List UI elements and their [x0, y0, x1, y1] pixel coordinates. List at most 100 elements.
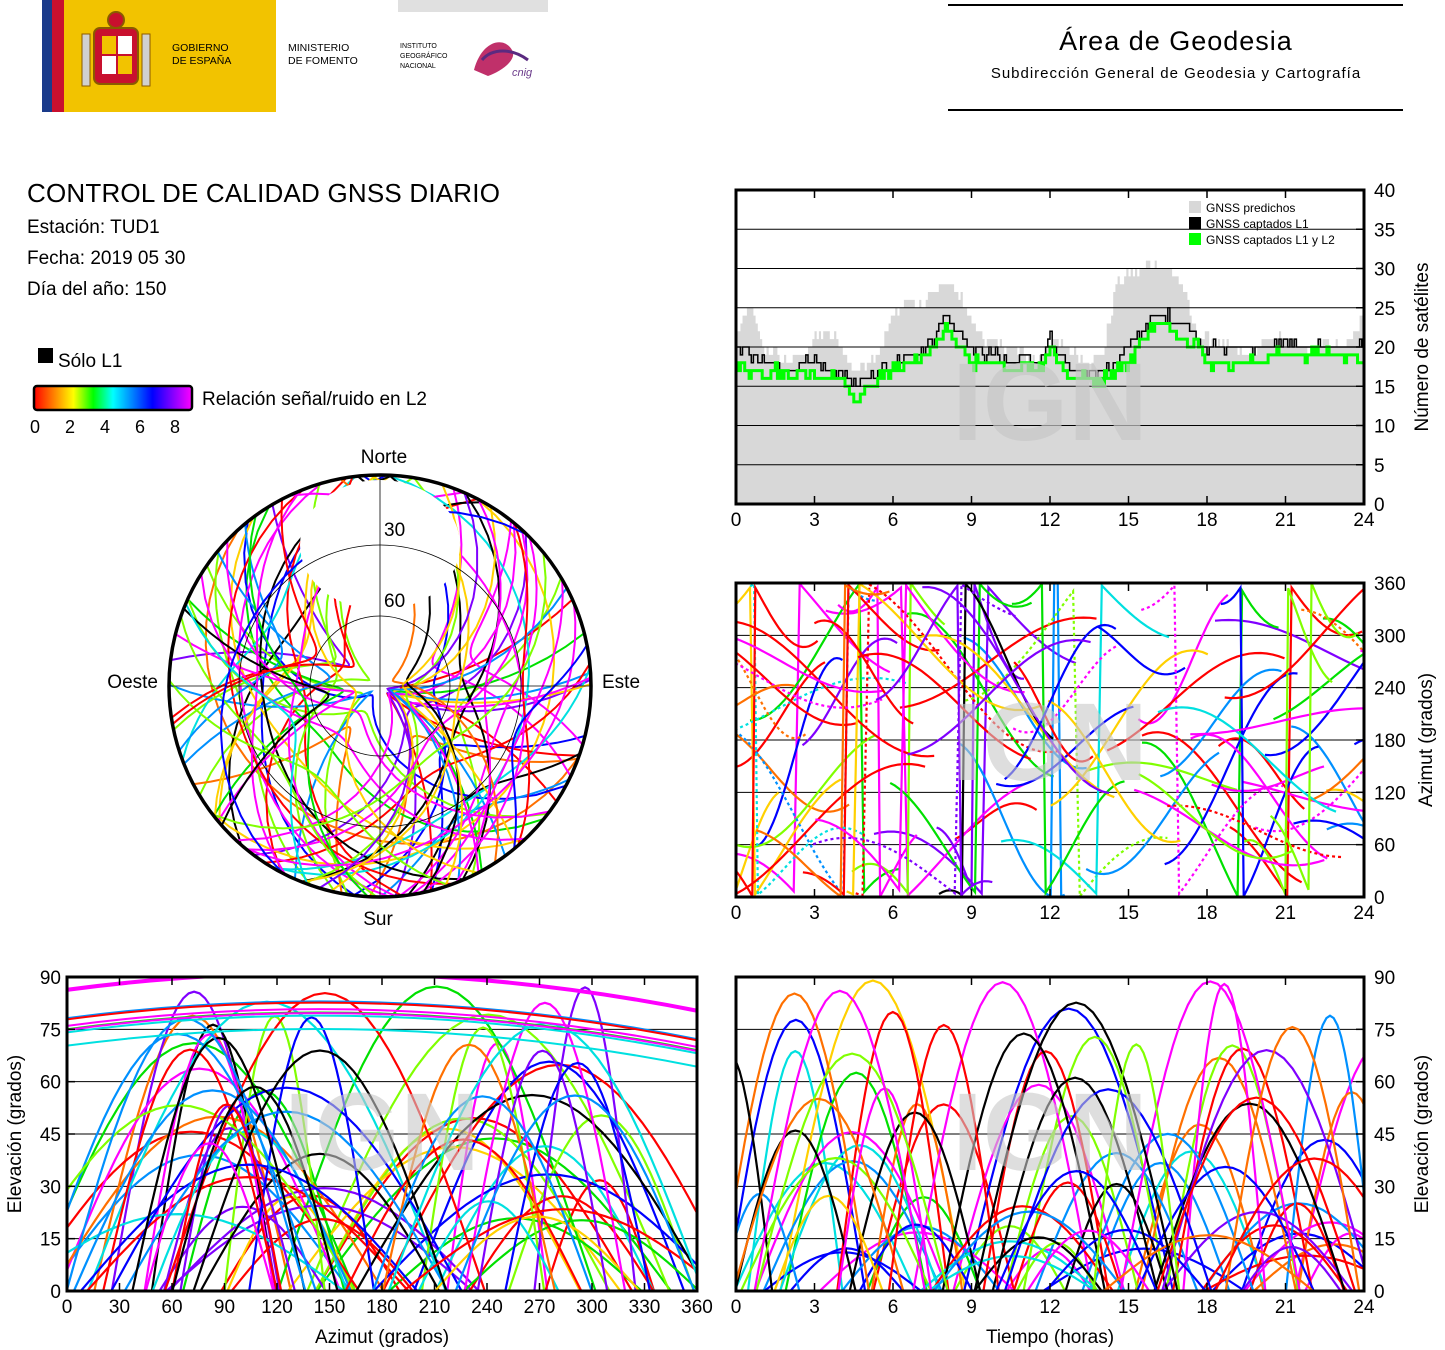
elevation-time-track [1003, 1088, 1213, 1291]
skyplot-track [236, 522, 517, 842]
elevation-azimuth-track [67, 1067, 342, 1291]
snr-tick-4: 4 [100, 417, 110, 437]
azimuth-track [837, 583, 918, 897]
elevation-azimuth-track [67, 1041, 357, 1291]
azimuth-track [1050, 649, 1209, 807]
elevation-azimuth-track [544, 1179, 656, 1291]
azimuth-track [1220, 584, 1319, 897]
elevation-azimuth-xtick-label: 300 [576, 1297, 608, 1318]
azimuth-track [1141, 586, 1279, 897]
elevation-time-track [736, 1059, 774, 1291]
elevation-azimuth-track [276, 985, 597, 1291]
skyplot-track [250, 490, 302, 876]
elevation-azimuth-xtick-label: 270 [524, 1297, 556, 1318]
azimuth-track [1085, 761, 1238, 791]
elevation-time-track [753, 989, 926, 1291]
l1-only-swatch [38, 348, 53, 363]
satellites-series [736, 260, 1364, 504]
elevation-time-track [1119, 980, 1301, 1291]
skyplot-track [238, 482, 390, 897]
elevation-time-xtick-label: 6 [888, 1297, 899, 1318]
azimuth-time-ytick-label: 300 [1374, 626, 1406, 647]
azimuth-time-ytick-label: 120 [1374, 783, 1406, 804]
azimuth-track [1190, 707, 1364, 736]
skyplot-track [330, 506, 496, 893]
elevation-time-track [746, 1049, 844, 1291]
elevation-time-xtick-label: 18 [1196, 1297, 1217, 1318]
coat-of-arms-icon [81, 11, 151, 87]
l1-only-label: Sólo L1 [58, 351, 122, 372]
skyplot-track [182, 607, 330, 826]
instituto-line-3: NACIONAL [400, 63, 436, 70]
elevation-azimuth-track [67, 1012, 697, 1052]
azimuth-time-xtick-label: 12 [1039, 903, 1060, 924]
azimuth-time-chart: IGN 0 60 120 180 240 300 360 0 3 6 9 12 15 18 21 24 Azi… [731, 574, 1437, 924]
elevation-azimuth-xtick-label: 30 [109, 1297, 130, 1318]
instituto-line-1: INSTITUTO [400, 43, 437, 50]
elevation-azimuth-xtick-label: 60 [161, 1297, 182, 1318]
azimuth-time-ytick-label: 240 [1374, 679, 1406, 700]
elevation-azimuth-track [86, 1175, 410, 1291]
skyplot-track [178, 523, 284, 752]
elevation-azimuth-xtick-label: 180 [366, 1297, 398, 1318]
satellites-ytick-label: 20 [1374, 338, 1395, 359]
elevation-time-track [1224, 1025, 1361, 1291]
skyplot-track [513, 523, 531, 846]
azimuth-track [749, 583, 866, 897]
azimuth-track [1273, 652, 1364, 721]
elevation-time-track [1135, 1165, 1315, 1291]
elevation-azimuth-track [143, 1033, 276, 1291]
azimuth-track [964, 587, 1168, 897]
azimuth-track [855, 583, 1060, 897]
skyplot-track [174, 633, 356, 822]
elevation-time-track [1022, 1035, 1168, 1291]
elevation-azimuth-ytick-label: 0 [50, 1282, 61, 1303]
azimuth-track [857, 652, 1031, 760]
elevation-azimuth-ytick-label: 90 [40, 968, 61, 989]
elevation-time-track [1092, 1043, 1181, 1291]
azimuth-track [1224, 587, 1364, 700]
snr-tick-0: 0 [30, 417, 40, 437]
azimuth-track [1243, 587, 1333, 895]
skyplot-ring-label-60: 60 [384, 591, 405, 612]
elevation-time-track [1161, 1048, 1364, 1291]
elevation-azimuth-xtick-label: 210 [419, 1297, 451, 1318]
elevation-azimuth-track [402, 1208, 697, 1291]
elevation-time-track [1134, 1123, 1265, 1291]
azimuth-time-ytick-label: 60 [1374, 836, 1395, 857]
elevation-time-track [952, 1083, 1126, 1291]
skyplot-track [407, 752, 581, 896]
azimuth-time-xtick-label: 24 [1353, 903, 1375, 924]
elevation-time-track [941, 1032, 1106, 1291]
azimuth-track [1322, 617, 1364, 646]
skyplot-track [511, 644, 588, 850]
elevation-time-track [736, 1129, 857, 1291]
azimuth-time-axes: 0 60 120 180 240 300 360 0 3 6 9 12 15 18 21 24 [731, 574, 1406, 924]
skyplot-label-north: Norte [361, 447, 407, 468]
azimuth-track [736, 683, 796, 707]
azimuth-track [1013, 661, 1094, 763]
elevation-azimuth-track [67, 977, 697, 1011]
elevation-azimuth-tracks [67, 977, 697, 1291]
azimuth-track [758, 656, 844, 846]
skyplot-track [430, 734, 586, 891]
elevation-time-track [754, 1130, 950, 1291]
elevation-time-track [1045, 1228, 1207, 1291]
elevation-azimuth-track [463, 1219, 697, 1291]
azimuth-track [1137, 593, 1229, 725]
azimuth-track [1000, 583, 1170, 897]
legend-swatch-l1 [1189, 217, 1201, 229]
elevation-time-track [736, 1097, 905, 1291]
elevation-time-ytick-label: 75 [1374, 1020, 1395, 1041]
azimuth-track [813, 619, 914, 725]
elevation-time-ytick-label: 90 [1374, 968, 1395, 989]
elevation-azimuth-track [417, 1200, 560, 1291]
skyplot-track [227, 488, 454, 885]
elevation-time-track [1200, 1224, 1348, 1291]
elevation-azimuth-track [110, 1086, 463, 1291]
elevation-azimuth-track [67, 1027, 697, 1068]
flag-stripe-blue [42, 0, 52, 112]
azimuth-track [736, 583, 819, 897]
snr-label: Relación señal/ruido en L2 [202, 389, 427, 410]
satellites-xtick-label: 12 [1039, 510, 1060, 531]
